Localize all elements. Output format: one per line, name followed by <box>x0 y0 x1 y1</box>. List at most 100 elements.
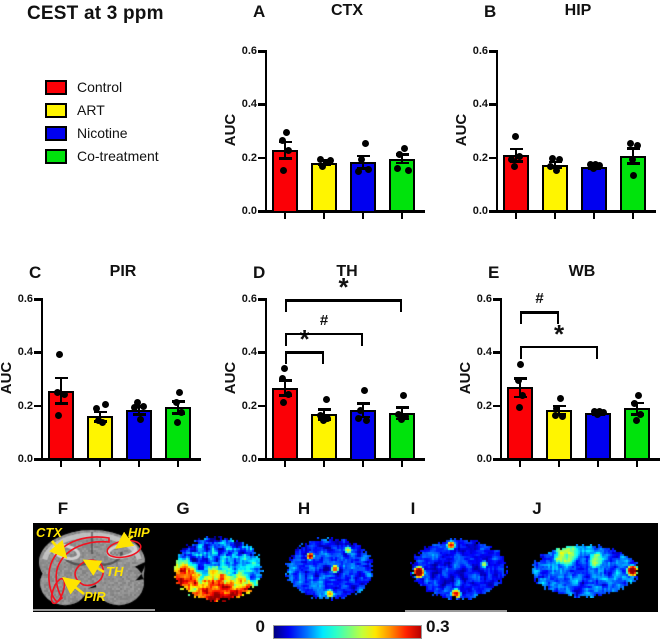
panel-letter-g: G <box>176 499 190 518</box>
y-tick-label: 0.6 <box>241 293 257 305</box>
significance-bracket <box>285 299 402 302</box>
error-bar-line <box>400 407 404 419</box>
data-point <box>356 406 364 414</box>
y-axis-line <box>40 298 43 461</box>
y-tick-label: 0.0 <box>476 453 492 465</box>
x-axis-line <box>499 458 660 461</box>
data-point <box>633 141 641 149</box>
y-tick <box>258 103 265 106</box>
data-point <box>630 399 638 407</box>
legend-color-swatch <box>45 79 67 95</box>
legend-color-swatch <box>45 148 67 164</box>
data-point <box>593 410 601 418</box>
y-tick <box>489 156 496 160</box>
data-point <box>284 146 292 154</box>
y-tick <box>493 351 500 354</box>
bar-control <box>272 150 298 213</box>
x-axis-line <box>40 458 201 461</box>
x-tick <box>557 460 561 467</box>
x-tick <box>635 460 639 467</box>
cest-map-h <box>285 537 375 601</box>
chart-title: PIR <box>109 263 137 280</box>
bar-co-treatment <box>624 408 650 461</box>
x-tick <box>283 212 287 219</box>
y-tick-label: 0.4 <box>241 346 257 359</box>
error-bar-cap <box>132 413 146 416</box>
x-axis-line <box>264 458 425 461</box>
y-tick-label: 0.6 <box>241 45 257 57</box>
data-point <box>357 155 365 163</box>
y-tick-label: 0.0 <box>17 453 33 465</box>
y-tick-label: 0.4 <box>17 346 33 359</box>
y-tick-label: 0.0 <box>241 205 257 217</box>
y-tick <box>489 103 496 106</box>
error-bar-line <box>59 377 63 404</box>
data-point <box>175 389 183 397</box>
data-point <box>599 409 607 417</box>
figure-title: CEST at 3 ppm <box>27 3 164 24</box>
error-bar-line <box>631 148 635 164</box>
data-point <box>399 391 407 399</box>
panel-letter-f: F <box>57 499 69 518</box>
legend-item-nicotine: Nicotine <box>45 125 159 141</box>
data-point <box>515 403 523 411</box>
error-bar-cap <box>395 406 409 409</box>
data-point <box>101 401 109 409</box>
significance-label: # <box>535 290 544 308</box>
data-point <box>278 374 286 382</box>
significance-bracket-leg <box>360 332 363 346</box>
y-tick <box>489 50 496 53</box>
data-point <box>139 402 147 410</box>
bar-nicotine <box>581 167 607 213</box>
legend-item-art: ART <box>45 102 159 118</box>
chart-title: WB <box>568 263 596 280</box>
bar-control <box>507 387 533 461</box>
data-point <box>322 395 330 403</box>
y-tick-label: 0.4 <box>472 98 488 111</box>
significance-bracket-leg <box>556 311 559 325</box>
error-bar-cap <box>395 161 409 165</box>
error-bar-cap <box>54 376 68 380</box>
legend-item-co-treatment: Co-treatment <box>45 148 159 164</box>
data-point <box>282 129 290 137</box>
legend-color-swatch <box>45 102 67 118</box>
bar-co-treatment <box>620 155 646 213</box>
y-tick-label: 0.6 <box>476 293 492 305</box>
data-point <box>510 162 518 170</box>
x-tick <box>137 460 141 467</box>
y-tick <box>258 156 265 160</box>
data-point <box>636 410 644 418</box>
chart-panel-b: B HIP AUC 0.0 0.2 0.4 0.6 <box>453 2 663 236</box>
significance-bracket-leg <box>285 299 288 313</box>
panel-letter: D <box>253 263 266 282</box>
y-tick <box>493 404 500 408</box>
data-point <box>551 411 559 419</box>
data-point <box>514 377 522 385</box>
data-point <box>94 417 102 425</box>
y-tick-label: 0.2 <box>241 151 257 164</box>
x-tick <box>518 460 522 467</box>
data-point <box>515 153 523 161</box>
error-bar-cap <box>509 147 523 151</box>
chart-panel-a: A CTX AUC 0.0 0.2 0.4 0.6 <box>222 2 437 236</box>
error-bar-cap <box>54 402 68 405</box>
significance-label: * <box>553 319 565 349</box>
data-point <box>589 165 597 173</box>
panel-letter-j: J <box>532 499 542 518</box>
data-point <box>511 133 519 141</box>
bar-co-treatment <box>165 407 191 461</box>
error-bar-line <box>518 378 522 397</box>
significance-bracket-leg <box>520 311 523 325</box>
data-point <box>60 390 68 398</box>
cest-map-i <box>410 538 508 600</box>
data-point <box>316 411 324 419</box>
y-tick-label: 0.2 <box>241 399 257 412</box>
data-point <box>548 154 556 162</box>
data-point <box>595 161 603 169</box>
error-bar-cap <box>356 402 370 405</box>
chart-title: HIP <box>564 2 592 19</box>
panel-letter: C <box>29 263 42 282</box>
colorbar-max-label: 0.3 <box>426 617 450 636</box>
y-tick <box>258 50 265 53</box>
